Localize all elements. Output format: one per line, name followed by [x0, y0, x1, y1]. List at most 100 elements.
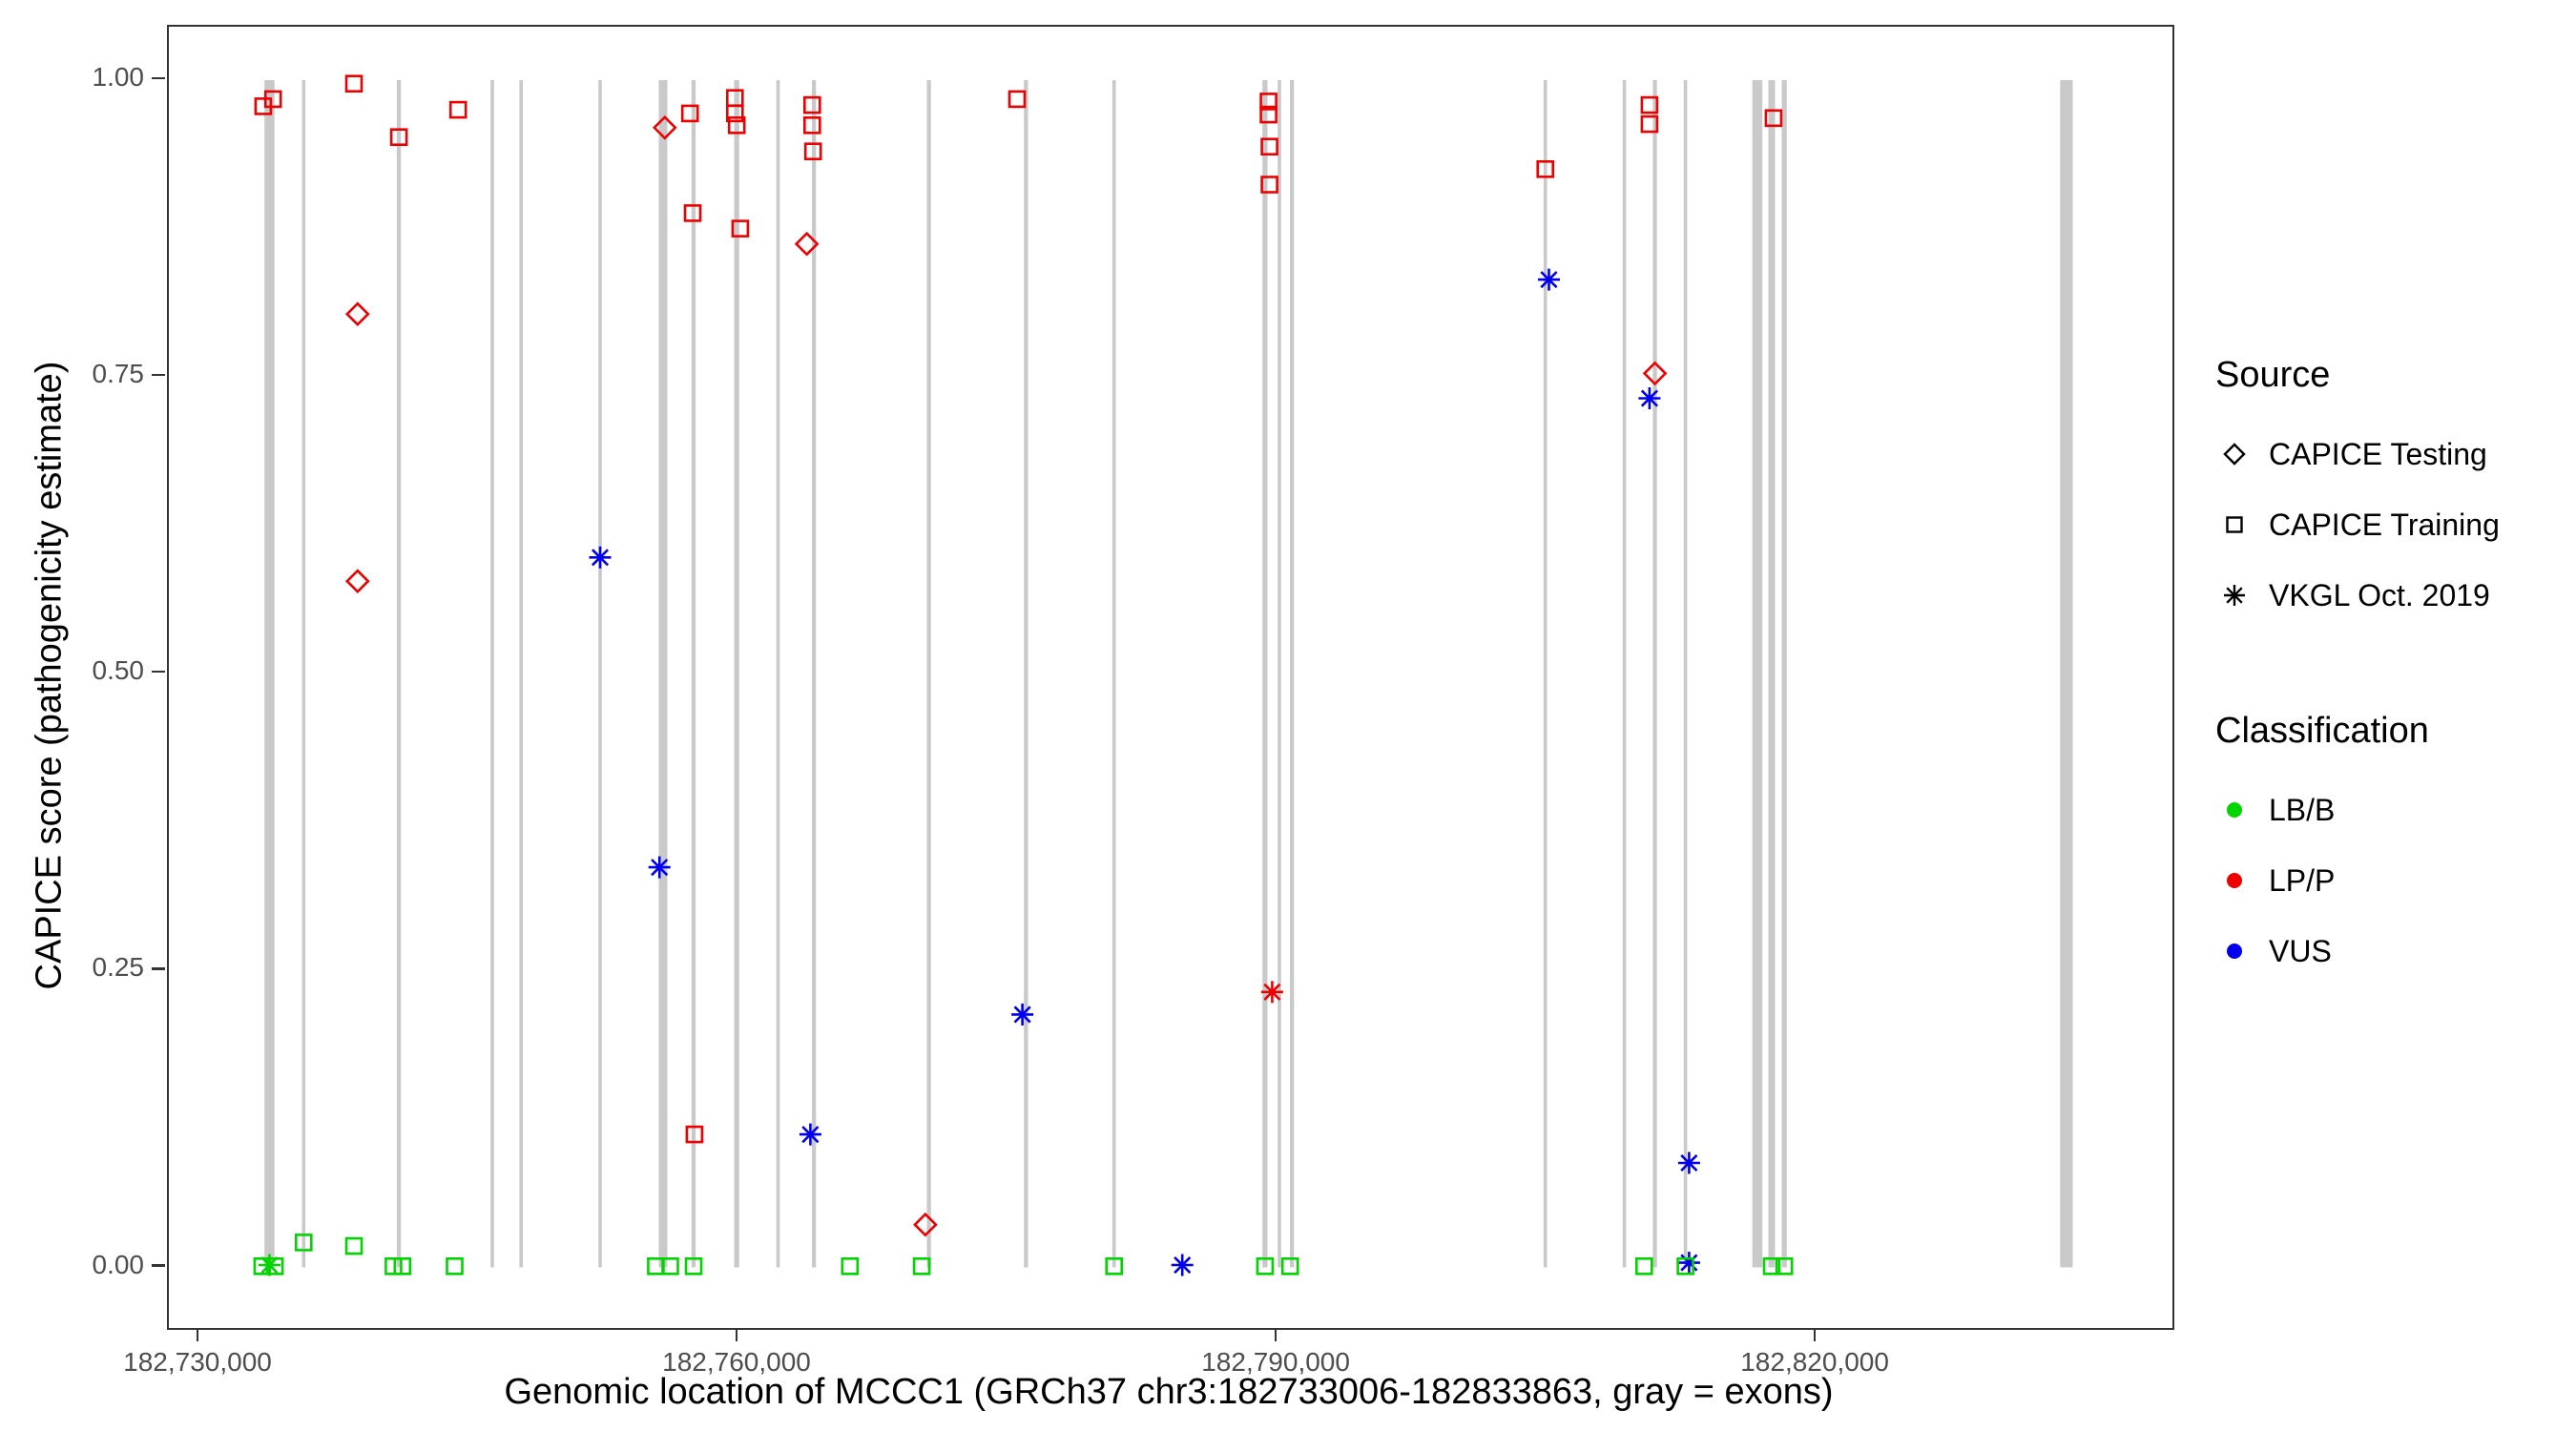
data-point-square	[1259, 93, 1278, 111]
x-tick-label: 182,760,000	[662, 1347, 811, 1377]
data-point-asterisk	[648, 856, 671, 879]
x-axis-title: Genomic location of MCCC1 (GRCh37 chr3:1…	[504, 1372, 1834, 1412]
data-point-square	[393, 1257, 412, 1275]
data-point-square	[725, 104, 744, 123]
data-point-square	[1640, 95, 1659, 114]
data-point-square	[802, 95, 821, 114]
data-point-square	[1764, 109, 1783, 128]
data-point-square	[731, 219, 750, 238]
legend-group-source: Source CAPICE Testing CAPICE Training	[2215, 355, 2570, 631]
exon-bar	[1278, 80, 1281, 1268]
exon-bar	[490, 80, 494, 1268]
legend-group-classification: Classification LB/B LP/P VUS	[2215, 711, 2570, 986]
data-point-square	[448, 100, 467, 119]
green-dot-icon	[2227, 802, 2242, 818]
x-tick-mark	[196, 1328, 199, 1341]
data-point-square	[1280, 1257, 1299, 1275]
exon-bar	[1768, 80, 1776, 1268]
exon-bar	[734, 80, 739, 1268]
data-point-square	[727, 116, 746, 135]
blue-dot-icon	[2227, 944, 2242, 959]
data-point-square	[1105, 1257, 1124, 1275]
legend-item-lpp: LP/P	[2215, 845, 2570, 916]
exon-bar	[1262, 80, 1268, 1268]
data-point-square	[1256, 1257, 1275, 1275]
legend-item-label: VKGL Oct. 2019	[2269, 577, 2490, 612]
data-point-square	[1260, 176, 1278, 194]
data-point-square	[344, 1236, 364, 1255]
plot-panel	[167, 25, 2174, 1330]
data-point-square	[841, 1257, 860, 1275]
data-point-square	[1008, 90, 1027, 109]
y-tick-mark	[152, 76, 165, 80]
exon-bar	[1683, 80, 1688, 1268]
data-point-square	[1775, 1257, 1794, 1275]
legend-item-capice-training: CAPICE Training	[2215, 489, 2570, 560]
data-point-asterisk	[1538, 268, 1560, 291]
square-icon	[2226, 516, 2243, 533]
data-point-square	[1259, 105, 1278, 124]
legend-item-label: LP/P	[2269, 862, 2336, 898]
exon-bar	[519, 80, 523, 1268]
exon-bar	[1652, 80, 1657, 1268]
exon-bar	[301, 80, 306, 1268]
legend-item-label: VUS	[2269, 933, 2332, 968]
exon-bar	[1543, 80, 1548, 1268]
data-point-square	[265, 1257, 284, 1275]
data-point-square	[683, 204, 702, 222]
exon-bar	[1111, 80, 1116, 1268]
exon-bar	[812, 80, 817, 1268]
data-point-square	[661, 1257, 679, 1275]
y-tick-mark	[152, 671, 165, 674]
data-point-square	[1640, 114, 1659, 134]
data-point-square	[384, 1257, 403, 1275]
legend: Source CAPICE Testing CAPICE Training	[2215, 355, 2570, 986]
y-tick-mark	[152, 967, 165, 970]
exon-bar	[2060, 80, 2073, 1268]
legend-item-label: CAPICE Training	[2269, 507, 2500, 542]
exon-bar	[776, 80, 780, 1268]
y-tick-label: 1.00	[92, 62, 145, 92]
plot-area	[253, 74, 2073, 1276]
data-point-square	[344, 74, 364, 93]
data-point-diamond	[794, 231, 820, 257]
exon-bar	[1622, 80, 1627, 1268]
data-point-square	[1536, 160, 1554, 178]
data-point-asterisk	[1260, 981, 1283, 1004]
legend-classification-title: Classification	[2215, 711, 2429, 751]
exon-bar	[396, 80, 402, 1268]
exon-bar	[1290, 80, 1295, 1268]
data-point-square	[803, 142, 822, 160]
data-point-square	[446, 1257, 464, 1275]
x-tick-mark	[735, 1328, 738, 1341]
data-point-asterisk	[799, 1123, 821, 1146]
data-point-square	[1676, 1257, 1694, 1275]
data-point-diamond	[344, 301, 370, 327]
legend-item-vus: VUS	[2215, 916, 2570, 986]
legend-item-label: LB/B	[2269, 792, 2336, 827]
data-point-diamond	[913, 1212, 938, 1237]
exon-bar	[926, 80, 931, 1268]
data-point-asterisk	[1011, 1003, 1034, 1026]
data-point-square	[389, 128, 408, 146]
y-tick-label: 0.25	[92, 952, 145, 983]
x-tick-label: 182,790,000	[1201, 1347, 1350, 1377]
data-point-asterisk	[1677, 1151, 1700, 1174]
data-point-square	[684, 1257, 703, 1275]
data-point-square	[685, 1125, 704, 1144]
x-tick-mark	[1813, 1328, 1817, 1341]
data-point-square	[1762, 1257, 1781, 1275]
data-point-square	[912, 1257, 931, 1275]
data-point-diamond	[344, 569, 370, 594]
red-dot-icon	[2227, 873, 2242, 888]
data-point-square	[253, 1257, 272, 1275]
legend-item-lbb: LB/B	[2215, 775, 2570, 845]
y-tick-mark	[152, 1264, 165, 1267]
exon-bar	[1024, 80, 1028, 1268]
data-point-square	[263, 90, 282, 109]
data-point-square	[295, 1234, 313, 1252]
x-tick-label: 182,730,000	[123, 1347, 272, 1377]
legend-item-label: CAPICE Testing	[2269, 436, 2487, 471]
x-tick-mark	[1274, 1328, 1278, 1341]
